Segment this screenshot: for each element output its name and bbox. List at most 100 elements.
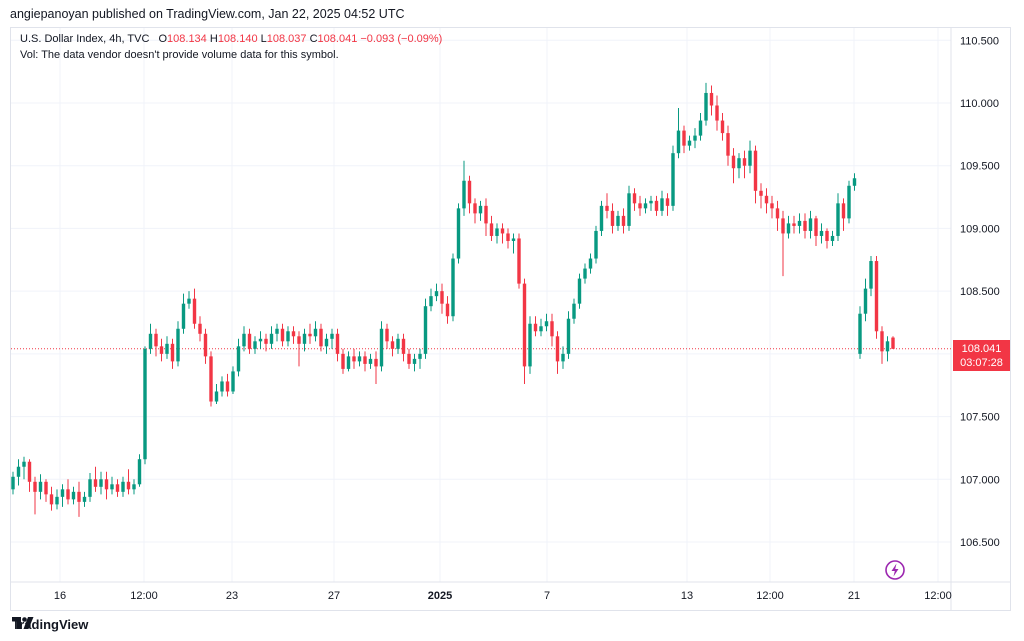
candle xyxy=(759,183,763,209)
candle-body xyxy=(858,313,862,354)
candle-body xyxy=(654,200,659,211)
candle-body xyxy=(297,336,301,344)
candle xyxy=(847,180,851,224)
brand-footer[interactable]: TradingView xyxy=(12,617,88,632)
candle xyxy=(363,351,367,372)
candle-body xyxy=(313,328,318,337)
candle xyxy=(291,326,296,344)
candle-body xyxy=(885,341,890,352)
low-value: 108.037 xyxy=(266,33,307,45)
candle xyxy=(346,351,351,372)
candle-body xyxy=(214,391,219,402)
candle-body xyxy=(478,205,483,214)
candle-body xyxy=(176,328,180,362)
candle-body xyxy=(698,120,703,136)
candle-body xyxy=(379,328,384,367)
candle xyxy=(731,148,736,184)
candle-body xyxy=(742,158,747,166)
candle xyxy=(533,316,538,337)
candle-body xyxy=(621,215,626,226)
candle-body xyxy=(775,208,780,219)
chart-grid xyxy=(11,28,1010,610)
candle xyxy=(220,376,224,397)
candle xyxy=(869,256,873,297)
candle-body xyxy=(682,130,686,146)
candle xyxy=(654,195,659,216)
price-tick-label: 106.500 xyxy=(960,537,1000,549)
candle-body xyxy=(55,496,59,505)
candle xyxy=(715,95,719,131)
time-tick-label: 23 xyxy=(226,590,238,602)
candle-body xyxy=(803,220,807,231)
candle xyxy=(583,263,587,284)
candle xyxy=(737,153,741,179)
candle xyxy=(665,193,670,216)
candle-body xyxy=(511,238,516,241)
candle xyxy=(561,346,565,369)
candle xyxy=(792,215,796,234)
candle xyxy=(137,454,142,487)
candle xyxy=(643,198,648,214)
bar-countdown: 03:07:28 xyxy=(960,357,1003,369)
candle-body xyxy=(275,328,279,334)
candle xyxy=(555,331,560,374)
candle-body xyxy=(396,338,400,349)
candle-body xyxy=(198,323,202,334)
candle-body xyxy=(77,491,81,502)
candle xyxy=(418,348,422,369)
publisher-header: angiepanoyan published on TradingView.co… xyxy=(10,7,405,21)
candle-body xyxy=(874,261,879,332)
candle-body xyxy=(709,92,714,106)
candle-body xyxy=(99,479,103,487)
candle-body xyxy=(693,135,697,141)
candle xyxy=(786,215,791,239)
candle xyxy=(709,85,714,116)
candle xyxy=(198,316,202,342)
candle xyxy=(27,459,32,492)
candle-body xyxy=(841,203,846,219)
candle xyxy=(121,476,125,497)
candle xyxy=(93,466,98,492)
candle-body xyxy=(687,140,692,146)
candle xyxy=(231,366,235,394)
candle-body xyxy=(434,291,439,297)
candle xyxy=(671,145,675,211)
candle-body xyxy=(269,333,274,344)
candle xyxy=(38,474,43,500)
candle xyxy=(638,195,642,216)
price-tick-label: 107.500 xyxy=(960,412,1000,424)
candle-body xyxy=(352,356,356,362)
candle xyxy=(693,128,697,149)
candle xyxy=(825,228,829,249)
candle-body xyxy=(522,283,527,367)
candle xyxy=(82,491,87,507)
chart-frame[interactable] xyxy=(10,27,1011,611)
candle xyxy=(753,145,758,204)
candle-body xyxy=(341,353,345,369)
candle xyxy=(379,321,384,372)
candle xyxy=(687,135,692,151)
candle xyxy=(330,328,334,349)
candle xyxy=(110,476,114,495)
lightning-icon[interactable] xyxy=(884,559,906,581)
candle-body xyxy=(11,476,15,490)
candle-body xyxy=(407,353,411,364)
candle-body xyxy=(737,158,741,169)
candle xyxy=(880,326,884,364)
candle-body xyxy=(764,195,769,204)
candle xyxy=(550,313,554,347)
candle xyxy=(572,298,576,324)
candle-body xyxy=(638,203,642,209)
candle xyxy=(33,476,37,515)
candle-body xyxy=(819,230,824,236)
candle-body xyxy=(781,218,785,234)
candle xyxy=(88,473,92,502)
candle xyxy=(165,336,169,359)
candle-body xyxy=(429,296,433,307)
time-tick-label: 12:00 xyxy=(924,590,952,602)
candle xyxy=(49,486,54,511)
candle-body xyxy=(555,336,560,362)
candle-body xyxy=(792,223,796,226)
high-value: 108.140 xyxy=(217,33,258,45)
